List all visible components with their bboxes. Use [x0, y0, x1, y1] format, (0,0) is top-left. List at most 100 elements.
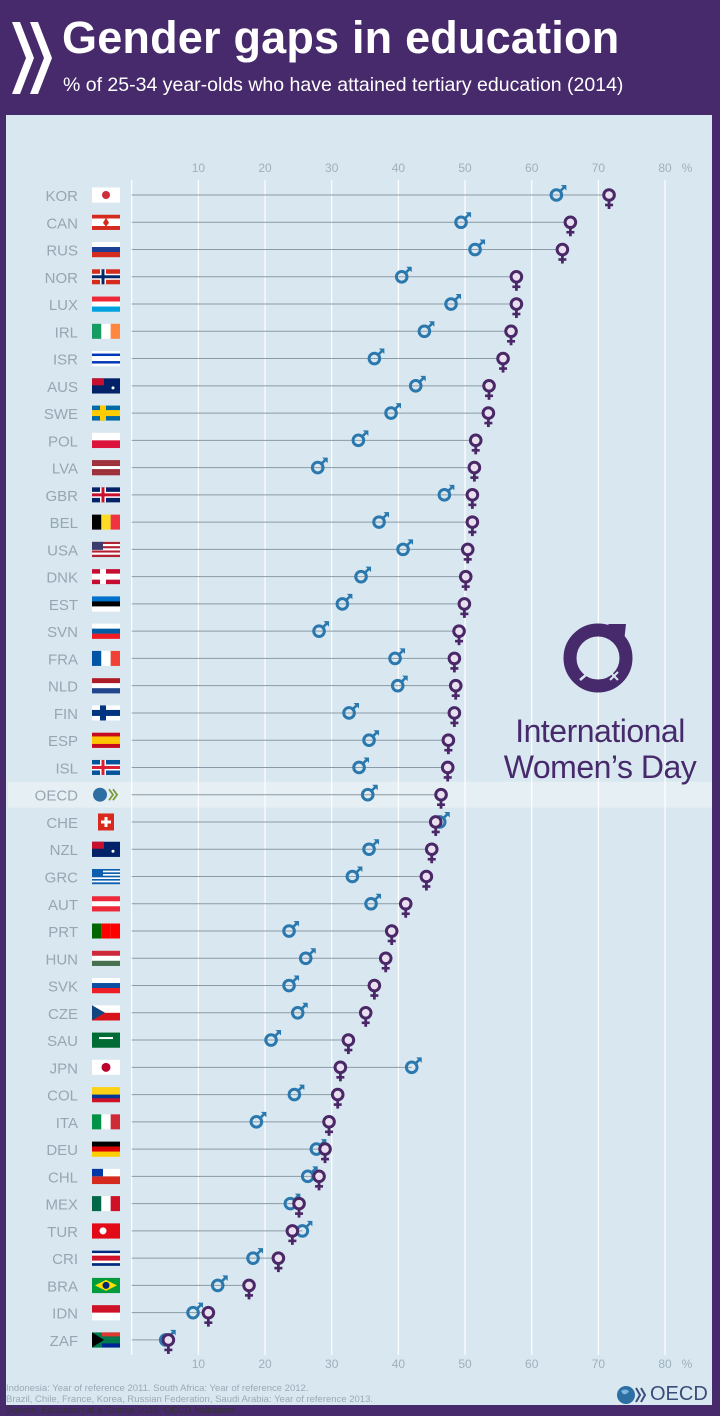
row-svk: SVK	[48, 975, 382, 1000]
male-arrow-head	[356, 866, 363, 872]
flag-stripe	[92, 906, 120, 912]
flag-cross	[92, 575, 120, 579]
female-symbol-icon	[367, 978, 382, 1000]
flag-stripe	[92, 880, 120, 883]
flag-cross	[92, 493, 120, 497]
male-symbol-icon	[360, 784, 378, 802]
row-fin: FIN	[54, 702, 462, 727]
row-cze: CZE	[48, 1002, 373, 1027]
flag-stripe	[92, 546, 120, 549]
flag-lux-icon	[92, 296, 120, 312]
country-label: USA	[47, 542, 78, 559]
flag-stripe	[92, 361, 120, 364]
row-nzl: NZL	[50, 839, 439, 864]
flag-stripe	[92, 247, 120, 253]
country-label: GRC	[45, 870, 79, 887]
flag-globe	[93, 787, 107, 802]
female-symbol-icon	[322, 1115, 336, 1136]
row-tur: TUR	[47, 1220, 313, 1245]
flag-stripe	[92, 683, 120, 689]
header: Gender gaps in education % of 25-34 year…	[0, 0, 720, 115]
male-marker	[345, 869, 360, 884]
male-marker	[362, 733, 376, 748]
flag-stripe	[92, 301, 120, 307]
female-symbol-icon	[384, 924, 399, 946]
flag-stripe	[92, 688, 120, 694]
country-label: CHL	[48, 1169, 78, 1186]
male-symbol-icon	[282, 921, 300, 938]
flag-fra-icon	[92, 650, 120, 666]
flag-pol-icon	[92, 432, 120, 449]
male-marker	[437, 488, 452, 502]
flag-stripe	[92, 1005, 120, 1013]
country-label: CAN	[46, 215, 78, 232]
male-arrow-head	[260, 1111, 267, 1118]
male-symbol-icon	[404, 1057, 422, 1075]
flag-stripe	[101, 650, 111, 666]
row-lux: LUX	[49, 294, 524, 319]
flag-can-icon	[92, 214, 120, 230]
flag-stripe	[92, 870, 120, 873]
female-symbol-icon	[481, 406, 496, 428]
flag-kor-icon	[92, 187, 120, 203]
male-symbol-icon	[264, 1030, 282, 1047]
male-marker	[354, 569, 368, 584]
male-arrow-head	[372, 784, 378, 791]
flag-nor-icon	[92, 269, 120, 285]
female-marker	[341, 1033, 356, 1047]
male-symbol-icon	[246, 1248, 264, 1265]
flag-aut-icon	[92, 896, 120, 912]
male-symbol-icon	[345, 866, 363, 884]
flag-stripe	[101, 923, 111, 939]
female-marker	[367, 978, 382, 993]
male-symbol-icon	[364, 893, 382, 911]
male-symbol-icon	[342, 702, 360, 720]
row-bel: BEL	[50, 512, 480, 537]
flag-script	[99, 1037, 113, 1040]
female-symbol-icon	[447, 706, 462, 727]
male-symbol-icon	[354, 566, 372, 584]
female-symbol-icon	[428, 815, 443, 836]
flag-stripe	[92, 596, 120, 602]
male-marker	[298, 951, 313, 966]
male-symbol-icon	[249, 1111, 267, 1129]
male-marker	[468, 242, 482, 257]
country-label: KOR	[45, 188, 78, 205]
female-marker	[602, 188, 616, 202]
female-symbol-icon	[482, 379, 496, 400]
x-tick-label-top: 20	[258, 161, 272, 175]
country-label: DNK	[46, 570, 78, 587]
male-symbol-icon	[417, 321, 435, 339]
flag-esp-icon	[92, 732, 120, 748]
row-bra: BRA	[47, 1275, 256, 1300]
country-label: SAU	[47, 1033, 78, 1050]
male-arrow-head	[197, 1302, 204, 1309]
female-symbol-icon	[509, 269, 524, 291]
flag-stripe	[92, 960, 120, 966]
flag-stripe	[92, 983, 120, 989]
country-label: LVA	[52, 461, 78, 478]
row-rus: RUS	[46, 239, 570, 264]
male-symbol-icon	[352, 757, 370, 775]
female-symbol-icon	[242, 1278, 256, 1300]
male-symbol-icon	[298, 948, 316, 966]
female-marker	[563, 215, 578, 230]
x-tick-label-bottom: 80	[658, 1357, 672, 1371]
female-symbol-icon	[496, 351, 510, 373]
flag-stripe	[92, 552, 120, 555]
male-marker	[287, 1087, 302, 1102]
flag-chevrons	[108, 788, 119, 801]
flag-stripe	[92, 463, 120, 467]
male-arrow-head	[479, 239, 486, 246]
male-marker	[364, 896, 378, 911]
male-symbol-icon	[362, 839, 380, 857]
male-symbol-icon	[186, 1302, 204, 1320]
flag-cross	[92, 765, 120, 769]
male-symbol-icon	[390, 675, 408, 693]
x-tick-label-bottom: 70	[592, 1357, 606, 1371]
flag-stripe	[92, 351, 120, 354]
female-marker	[384, 924, 399, 938]
female-symbol-icon	[460, 542, 475, 564]
flag-stripe	[92, 1258, 120, 1261]
male-symbol-icon	[367, 348, 385, 366]
